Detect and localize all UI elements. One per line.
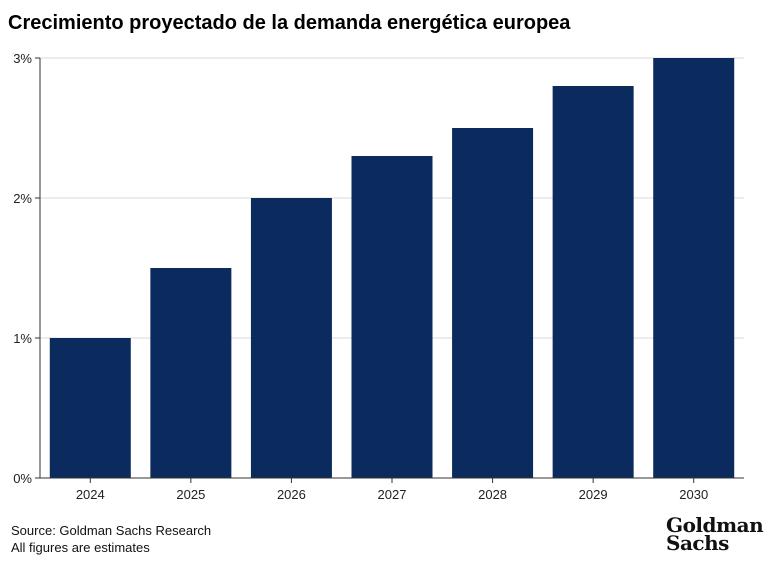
chart-footer: Source: Goldman Sachs Research All figur… xyxy=(11,522,211,556)
y-tick-label: 0% xyxy=(13,471,32,486)
x-tick-label: 2026 xyxy=(277,487,306,502)
source-note: Source: Goldman Sachs Research xyxy=(11,523,212,538)
y-tick-label: 2% xyxy=(13,191,32,206)
y-tick-label: 1% xyxy=(13,331,32,346)
x-tick-label: 2029 xyxy=(579,487,608,502)
bar-2029 xyxy=(552,86,634,478)
chart-title: Crecimiento proyectado de la demanda ene… xyxy=(8,12,571,34)
bar-2027 xyxy=(351,156,433,478)
logo-line-1: Goldman xyxy=(666,513,764,537)
x-tick-label: 2024 xyxy=(76,487,105,502)
logo-line-2: Sachs xyxy=(666,531,729,555)
bar-2025 xyxy=(150,268,232,478)
x-tick-label: 2027 xyxy=(378,487,407,502)
goldman-sachs-logo: Goldman Sachs xyxy=(666,513,764,555)
x-tick-label: 2030 xyxy=(679,487,708,502)
bar-2026 xyxy=(250,198,332,478)
bar-2024 xyxy=(49,338,131,478)
y-tick-label: 3% xyxy=(13,51,32,66)
x-tick-label: 2025 xyxy=(176,487,205,502)
x-tick-label: 2028 xyxy=(478,487,507,502)
bar-2030 xyxy=(653,58,735,478)
estimates-note: All figures are estimates xyxy=(11,540,150,555)
bar-2028 xyxy=(452,128,534,478)
